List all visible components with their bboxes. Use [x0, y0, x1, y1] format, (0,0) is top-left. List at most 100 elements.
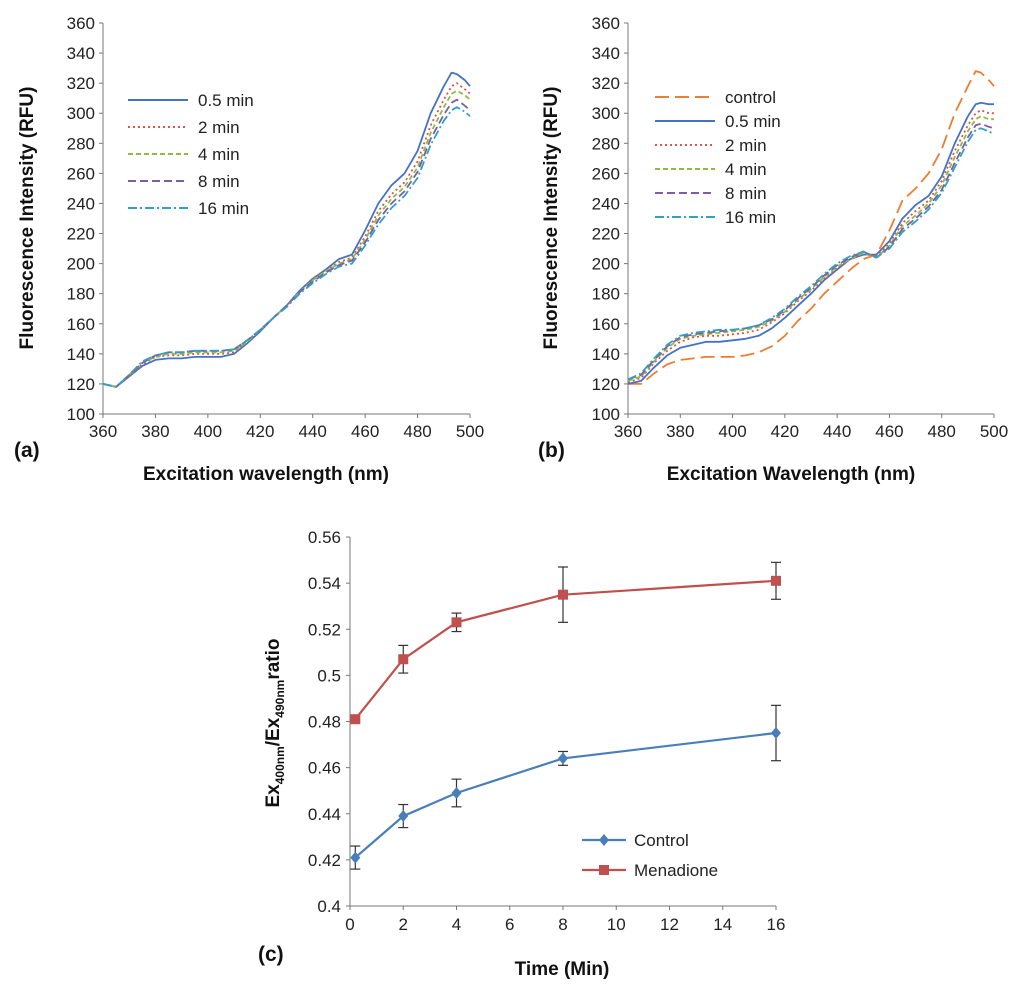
panel-b-xtick-label: 420 [771, 422, 799, 441]
panel-c-legend-marker [599, 865, 609, 875]
panel-b-legend-label: control [725, 88, 776, 107]
panel-a-ytick-label: 100 [67, 405, 95, 424]
panel-b-xtick-label: 500 [980, 422, 1008, 441]
panel-b-ytick-label: 180 [592, 285, 620, 304]
panel-c-xtick-label: 0 [345, 915, 354, 934]
panel-a-series-line [102, 106, 471, 388]
panel-c-ylabel-sub1: 400nm [273, 746, 287, 784]
panel-c-ylabel-end: ratio [263, 638, 284, 679]
panel-a-xtick-label: 400 [194, 422, 222, 441]
panel-b-legend-label: 2 min [725, 136, 767, 155]
panel-c-ytick-label: 0.48 [308, 713, 341, 732]
panel-b-ytick-label: 100 [592, 405, 620, 424]
panel-b-ytick-label: 340 [592, 44, 620, 63]
panel-b-ytick-label: 120 [592, 375, 620, 394]
panel-b-series-line [627, 115, 994, 382]
panel-a-series-line [102, 98, 471, 388]
panel-c-xtick-label: 12 [660, 915, 679, 934]
panel-b-ytick-label: 140 [592, 345, 620, 364]
panel-a-xlabel: Excitation wavelength (nm) [143, 464, 389, 485]
panel-c-data-point [451, 617, 462, 628]
panel-a-ytick-label: 220 [67, 225, 95, 244]
panel-a-xtick-label: 460 [351, 422, 379, 441]
panel-a-xtick-label: 480 [403, 422, 431, 441]
panel-a-ylabel: Fluorescence Intensity (RFU) [17, 87, 38, 350]
panel-c-ytick-label: 0.52 [308, 620, 341, 639]
panel-a-ytick-label: 160 [67, 315, 95, 334]
panel-c-data-point [558, 589, 568, 600]
panel-c: 0.4 0.42 0.44 0.46 0.48 0.5 0.52 0.54 0.56 0 2 4 6 8 1… [308, 528, 786, 934]
panel-a-legend-label: 4 min [198, 145, 240, 164]
panel-c-ytick-label: 0.54 [308, 574, 341, 593]
panel-c-data-point [451, 786, 462, 799]
panel-a-ytick-label: 200 [67, 255, 95, 274]
panel-a-series-line [102, 82, 471, 388]
panel-a-legend-label: 16 min [198, 199, 249, 218]
panel-a-ytick-label: 300 [67, 104, 95, 123]
panel-c-legend-label: Menadione [634, 861, 718, 880]
panel-c-ylabel: Ex400nm/Ex490nmratio [263, 638, 287, 807]
panel-a-ytick-label: 240 [67, 194, 95, 213]
panel-c-ytick-label: 0.4 [317, 897, 341, 916]
panel-b-ytick-label: 300 [592, 104, 620, 123]
panel-c-xtick-label: 16 [767, 915, 786, 934]
panel-a: 100 120 140 160 180 200 220 240 260 280 300 320 340 3… [67, 14, 485, 441]
panel-a-xtick-label: 380 [141, 422, 169, 441]
panel-b-ytick-label: 160 [592, 315, 620, 334]
panel-c-ytick-label: 0.56 [308, 528, 341, 547]
panel-b-series-line [627, 122, 995, 381]
panel-b-label: (b) [538, 439, 565, 462]
panel-b-xtick-label: 440 [823, 422, 851, 441]
panel-c-label: (c) [258, 943, 284, 966]
panel-c-data-point [771, 575, 781, 586]
panel-a-xtick-label: 440 [299, 422, 327, 441]
panel-c-data-point [350, 851, 361, 864]
panel-b-legend-label: 16 min [725, 208, 776, 227]
panel-c-data-point [771, 727, 781, 740]
panel-c-xtick-label: 6 [505, 915, 514, 934]
panel-b-ylabel: Fluorescence Intensity (RFU) [541, 87, 562, 350]
panel-b-xtick-label: 480 [928, 422, 956, 441]
panel-c-series-line [354, 579, 777, 720]
panel-b-series-line [627, 109, 994, 384]
panel-c-legend-label: Control [634, 831, 689, 850]
panel-b-series-line [627, 127, 995, 381]
panel-c-ylabel-mid: /Ex [263, 717, 284, 746]
panel-a-ytick-label: 340 [67, 44, 95, 63]
panel-b: 100 120 140 160 180 200 220 240 260 280 300 320 340 3… [592, 14, 1009, 441]
panel-c-ylabel-sub2: 490nm [273, 680, 287, 718]
panel-c-xtick-label: 4 [452, 915, 461, 934]
panel-a-legend-label: 0.5 min [198, 91, 254, 110]
panel-a-ytick-label: 260 [67, 164, 95, 183]
panel-b-xtick-label: 460 [875, 422, 903, 441]
panel-a-ytick-label: 360 [67, 14, 95, 33]
panel-c-ytick-label: 0.46 [308, 759, 341, 778]
panel-b-legend-label: 4 min [725, 160, 767, 179]
panel-c-xtick-label: 14 [713, 915, 732, 934]
panel-b-legend-label: 8 min [725, 184, 767, 203]
panel-a-ytick-label: 140 [67, 345, 95, 364]
panel-b-ytick-label: 360 [592, 14, 620, 33]
panel-b-ytick-label: 240 [592, 194, 620, 213]
panel-b-xlabel: Excitation Wavelength (nm) [667, 464, 915, 485]
panel-b-series-line [628, 70, 995, 385]
panel-c-xtick-label: 10 [607, 915, 626, 934]
panel-c-ytick-label: 0.44 [308, 805, 341, 824]
panel-c-ytick-label: 0.42 [308, 851, 341, 870]
panel-b-ytick-label: 220 [592, 225, 620, 244]
panel-a-label: (a) [14, 439, 40, 462]
panel-b-ytick-label: 280 [592, 134, 620, 153]
panel-c-ytick-label: 0.5 [317, 666, 341, 685]
panel-a-ytick-label: 320 [67, 74, 95, 93]
panel-b-ytick-label: 260 [592, 164, 620, 183]
panel-c-legend-marker [599, 834, 609, 846]
panel-c-data-point [350, 714, 361, 725]
panel-a-ytick-label: 120 [67, 375, 95, 394]
panel-b-ytick-label: 320 [592, 74, 620, 93]
panel-b-legend-label: 0.5 min [725, 112, 781, 131]
panel-b-series-line [627, 101, 994, 385]
panel-b-ytick-label: 200 [592, 255, 620, 274]
panel-c-data-point [398, 654, 409, 665]
panel-a-xtick-label: 360 [89, 422, 117, 441]
